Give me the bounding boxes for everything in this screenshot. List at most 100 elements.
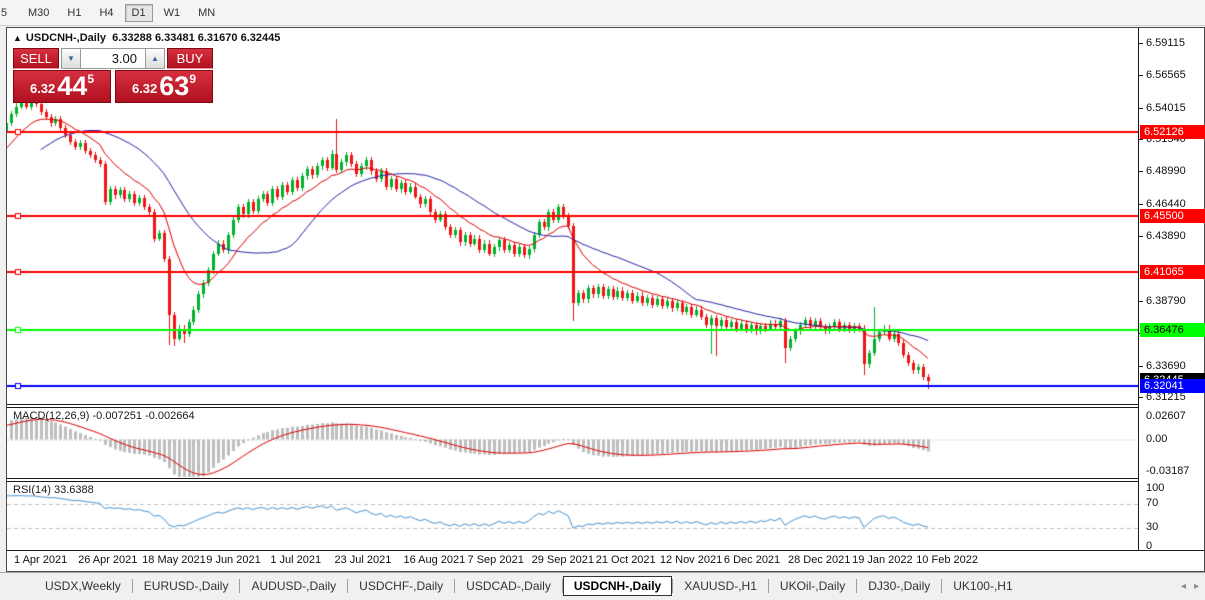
tab-audusd-[interactable]: AUDUSD-,Daily <box>251 579 337 593</box>
date-label: 16 Aug 2021 <box>403 554 466 566</box>
one-click-trade-panel: SELL ▼ 3.00 ▲ BUY 6.32 44 5 6.32 63 9 <box>13 48 213 103</box>
sell-price-sup: 5 <box>87 72 95 86</box>
tab-separator <box>767 579 769 593</box>
timeframe-button-mn[interactable]: MN <box>198 6 216 19</box>
chart-ohlc-values: 6.33288 6.33481 6.31670 6.32445 <box>112 32 281 44</box>
pane-separator[interactable] <box>7 481 1138 482</box>
tab-separator <box>941 579 943 593</box>
tab-separator <box>239 579 241 593</box>
tab-separator <box>672 579 674 593</box>
rsi-axis-label: 70 <box>1146 496 1159 509</box>
price-tick-mark <box>1139 203 1143 205</box>
date-label: 29 Sep 2021 <box>531 554 595 566</box>
date-label: 23 Jul 2021 <box>334 554 392 566</box>
date-label: 21 Oct 2021 <box>595 554 656 566</box>
date-label: 18 May 2021 <box>142 554 206 566</box>
price-tick-label: 6.56565 <box>1146 69 1186 82</box>
price-tick-mark <box>1139 300 1143 302</box>
price-tick-mark <box>1139 107 1143 109</box>
price-tick-label: 6.46440 <box>1146 197 1186 210</box>
buy-button[interactable]: BUY <box>167 48 213 69</box>
tab-usdx[interactable]: USDX,Weekly <box>45 579 121 593</box>
macd-axis-label: 0.02607 <box>1146 410 1186 422</box>
sell-price-base: 6.32 <box>29 81 56 96</box>
price-tick-label: 6.48990 <box>1146 165 1186 178</box>
price-tick-mark <box>1139 236 1143 238</box>
sell-price-button[interactable]: 6.32 44 5 <box>13 70 111 103</box>
tab-dj30-[interactable]: DJ30-,Daily <box>868 579 931 593</box>
date-label: 28 Dec 2021 <box>788 554 851 566</box>
tab-separator <box>856 579 858 593</box>
macd-label: MACD(12,26,9) -0.007251 -0.002664 <box>13 410 195 422</box>
rsi-axis-label: 100 <box>1146 482 1165 494</box>
sell-price-big: 44 <box>57 71 88 101</box>
timeframe-button-h4[interactable]: H4 <box>99 6 114 19</box>
tab-scroll-left-icon[interactable]: ◂ <box>1180 581 1186 592</box>
price-tick-label: 6.33690 <box>1146 359 1186 372</box>
price-tick-mark <box>1139 365 1143 367</box>
date-label: 19 Jan 2022 <box>852 554 913 566</box>
date-label: 12 Nov 2021 <box>659 554 723 566</box>
price-tick-mark <box>1139 139 1143 141</box>
timeframe-button-h1[interactable]: H1 <box>67 6 82 19</box>
tab-usdcnh-[interactable]: USDCNH-,Daily <box>562 576 673 596</box>
sell-button[interactable]: SELL <box>13 48 59 69</box>
date-label: 1 Jul 2021 <box>270 554 322 566</box>
buy-price-big: 63 <box>159 71 190 101</box>
tab-usdchf-[interactable]: USDCHF-,Daily <box>359 579 444 593</box>
price-tick-mark <box>1139 75 1143 77</box>
timeframe-button-d1[interactable]: D1 <box>124 3 153 22</box>
timeframe-button-m30[interactable]: M30 <box>28 6 50 19</box>
timeframe-toolbar: 5 M30 H1 H4 D1 W1 MN <box>0 0 1205 26</box>
price-tick-mark <box>1139 43 1143 44</box>
price-line-label: 6.52126 <box>1140 124 1205 139</box>
macd-axis-label: -0.03187 <box>1146 465 1190 477</box>
collapse-panel-icon[interactable]: ▲ <box>13 33 22 43</box>
rsi-label: RSI(14) 33.6388 <box>13 484 94 496</box>
price-line-label: 6.41065 <box>1140 264 1205 279</box>
chart-title: ▲ USDCNH-,Daily 6.33288 6.33481 6.31670 6… <box>13 32 280 44</box>
pane-separator[interactable] <box>7 404 1138 405</box>
pane-separator[interactable] <box>7 478 1138 479</box>
tab-ukoil-[interactable]: UKOil-,Daily <box>779 579 846 593</box>
buy-price-button[interactable]: 6.32 63 9 <box>115 70 213 103</box>
date-axis-border <box>7 550 1204 551</box>
buy-price-sup: 9 <box>189 72 197 86</box>
tab-scroll-arrows: ◂ ▸ <box>1181 573 1199 600</box>
price-tick-label: 6.59115 <box>1146 37 1185 49</box>
macd-indicator-chart[interactable] <box>7 408 1138 478</box>
chart-window: ▲ USDCNH-,Daily 6.33288 6.33481 6.31670 6… <box>6 27 1205 572</box>
tab-uk100-[interactable]: UK100-,H1 <box>953 579 1013 593</box>
price-tick-mark <box>1139 171 1143 173</box>
price-line-label: 6.36476 <box>1140 323 1205 338</box>
tab-xauusd-[interactable]: XAUUSD-,H1 <box>684 579 757 593</box>
tab-usdcad-[interactable]: USDCAD-,Daily <box>466 579 551 593</box>
price-line-label: 6.45500 <box>1140 208 1205 223</box>
pane-separator[interactable] <box>7 407 1138 408</box>
volume-decrease-icon[interactable]: ▼ <box>61 48 81 69</box>
price-line-label: 6.32041 <box>1140 379 1205 394</box>
instrument-tab-bar: USDX,Weekly EURUSD-,Daily AUDUSD-,Daily USD… <box>0 572 1205 599</box>
rsi-axis-label: 0 <box>1146 540 1153 552</box>
tab-scroll-right-icon[interactable]: ▸ <box>1193 581 1199 592</box>
tab-separator <box>131 579 133 593</box>
volume-input[interactable]: 3.00 <box>81 48 145 69</box>
date-label: 7 Sep 2021 <box>467 554 524 566</box>
tab-separator <box>454 579 456 593</box>
date-label: 1 Apr 2021 <box>14 554 68 566</box>
date-label: 6 Dec 2021 <box>723 554 781 566</box>
tab-separator <box>561 579 563 593</box>
date-label: 26 Apr 2021 <box>78 554 138 566</box>
timeframe-button-w1[interactable]: W1 <box>163 6 181 19</box>
macd-axis-label: 0.00 <box>1146 433 1168 446</box>
timeframe-button-5[interactable]: 5 <box>1 6 8 19</box>
price-tick-mark <box>1139 396 1143 398</box>
price-tick-label: 6.38790 <box>1146 294 1186 307</box>
tab-eurusd-[interactable]: EURUSD-,Daily <box>143 579 229 593</box>
volume-increase-icon[interactable]: ▲ <box>145 48 165 69</box>
date-label: 10 Feb 2022 <box>916 554 978 566</box>
price-tick-label: 6.43890 <box>1146 230 1186 243</box>
buy-price-base: 6.32 <box>131 81 158 96</box>
price-tick-label: 6.54015 <box>1146 101 1186 114</box>
rsi-indicator-chart[interactable] <box>7 482 1138 550</box>
